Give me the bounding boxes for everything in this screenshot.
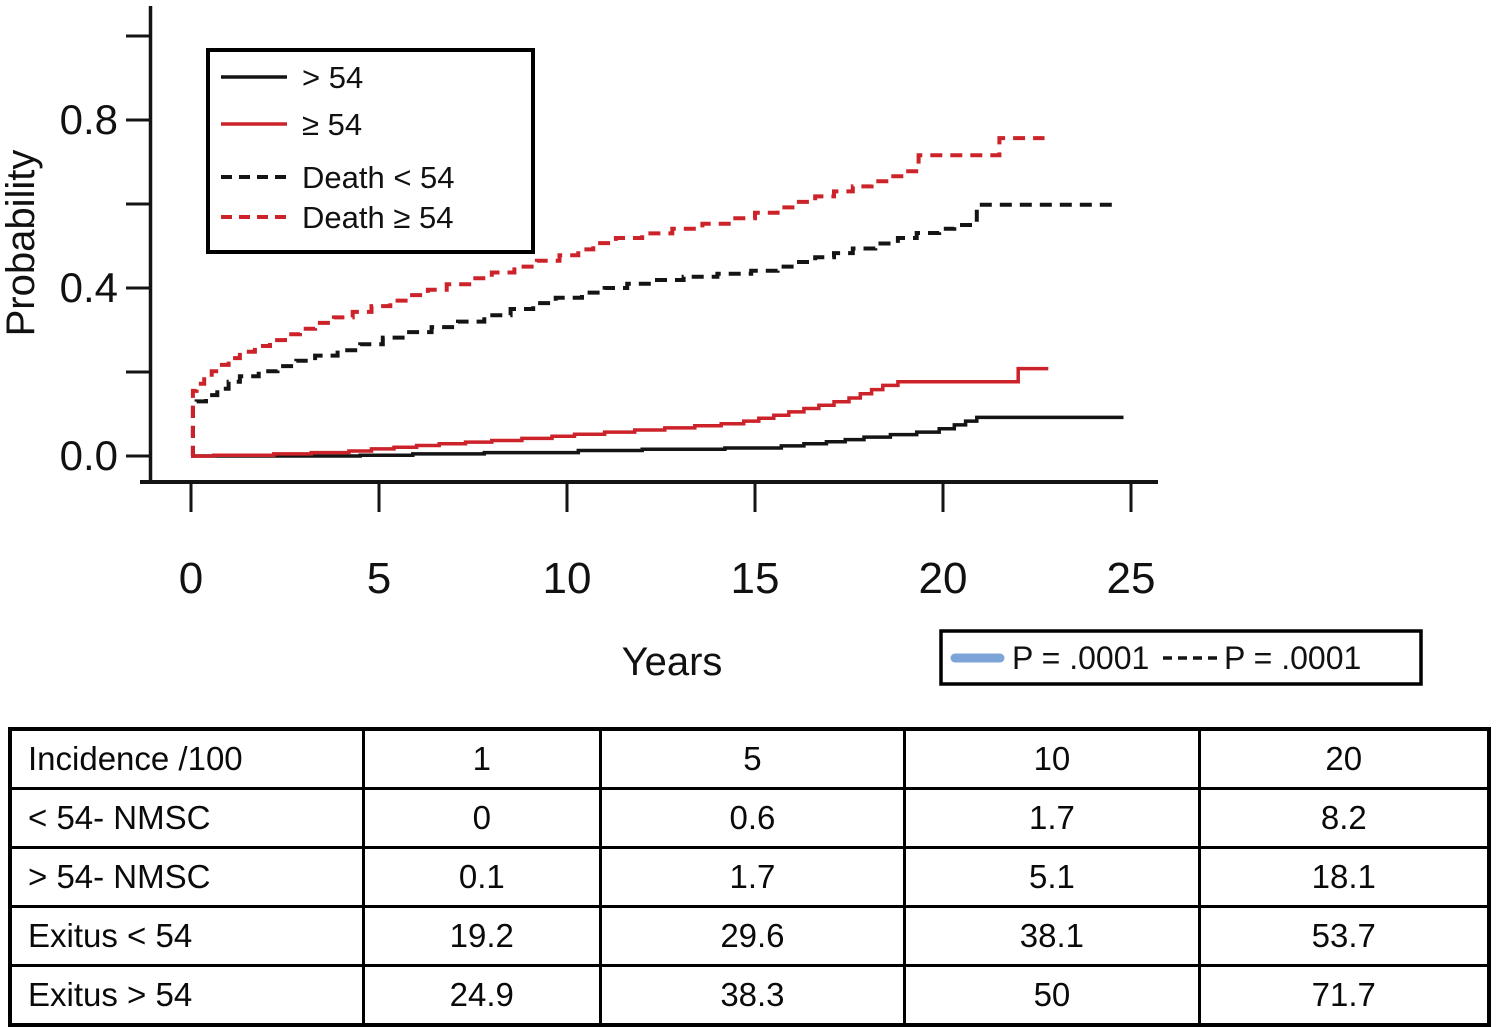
curve-death-54: [190, 202, 1120, 458]
x-tick-label: 25: [1107, 554, 1156, 603]
cell: 50: [903, 964, 1201, 1027]
x-axis-title: Years: [622, 640, 723, 684]
legend-rows: > 54 ≥ 54 Death < 54 Death ≥ 54: [221, 60, 455, 235]
table-header-label: Incidence /100: [8, 727, 365, 790]
x-tick-label: 0: [179, 554, 203, 603]
x-tick-label: 5: [367, 554, 391, 603]
legend-label: ≥ 54: [302, 107, 362, 142]
cell: 19.2: [361, 905, 602, 967]
cell: 8.2: [1197, 787, 1491, 849]
cell: 0.6: [598, 787, 907, 849]
cell: 0.1: [361, 846, 602, 908]
legend-label: Death ≥ 54: [302, 200, 453, 235]
x-tick-label: 15: [731, 554, 780, 603]
cell: 53.7: [1197, 905, 1491, 967]
table-header-row: Incidence /100 1 5 10 20: [8, 727, 1491, 790]
table-header-year-1: 1: [361, 727, 602, 790]
cell: 0: [361, 787, 602, 849]
curve-series: [190, 136, 1124, 458]
incidence-curves-chart: 0.0 0.4 0.8 0 5 10 15 20 25 Probability Years >…: [0, 6, 1423, 686]
row-label: Exitus < 54: [8, 905, 365, 967]
x-tick-label: 10: [543, 554, 592, 603]
legend-label: Death < 54: [302, 160, 455, 195]
pvalue-dashed-label: P = .0001: [1224, 640, 1361, 676]
cell: 71.7: [1197, 964, 1491, 1027]
curve--54: [191, 366, 1049, 458]
y-tick-label: 0.8: [60, 96, 118, 143]
table-row: Exitus < 54 19.2 29.6 38.1 53.7: [8, 905, 1491, 967]
legend-box: > 54 ≥ 54 Death < 54 Death ≥ 54: [206, 48, 535, 254]
legend-label: > 54: [302, 60, 363, 95]
table-row: Exitus > 54 24.9 38.3 50 71.7: [8, 964, 1491, 1027]
row-label: > 54- NMSC: [8, 846, 365, 908]
table-row: > 54- NMSC 0.1 1.7 5.1 18.1: [8, 846, 1491, 908]
pvalue-solid-label: P = .0001: [1012, 640, 1149, 676]
y-tick-label: 0.0: [60, 432, 118, 479]
table-header-year-5: 5: [598, 727, 907, 790]
pvalue-box: P = .0001 P = .0001: [939, 629, 1423, 686]
table-header-year-10: 10: [903, 727, 1201, 790]
row-label: Exitus > 54: [8, 964, 365, 1027]
cell: 1.7: [598, 846, 907, 908]
cell: 38.3: [598, 964, 907, 1027]
row-label: < 54- NMSC: [8, 787, 365, 849]
table-row: < 54- NMSC 0 0.6 1.7 8.2: [8, 787, 1491, 849]
table-header-year-20: 20: [1197, 727, 1491, 790]
y-axis-title: Probability: [0, 150, 43, 337]
y-tick-label: 0.4: [60, 264, 118, 311]
cell: 24.9: [361, 964, 602, 1027]
cell: 5.1: [903, 846, 1201, 908]
cell: 1.7: [903, 787, 1201, 849]
x-tick-label: 20: [919, 554, 968, 603]
y-axis-ticks: 0.0 0.4 0.8: [60, 34, 150, 479]
cell: 18.1: [1197, 846, 1491, 908]
x-axis-ticks: 0 5 10 15 20 25: [179, 484, 1156, 603]
curve--54: [191, 415, 1124, 458]
cell: 38.1: [903, 905, 1201, 967]
cell: 29.6: [598, 905, 907, 967]
incidence-table: Incidence /100 1 5 10 20 < 54- NMSC 0 0.…: [8, 727, 1491, 1027]
